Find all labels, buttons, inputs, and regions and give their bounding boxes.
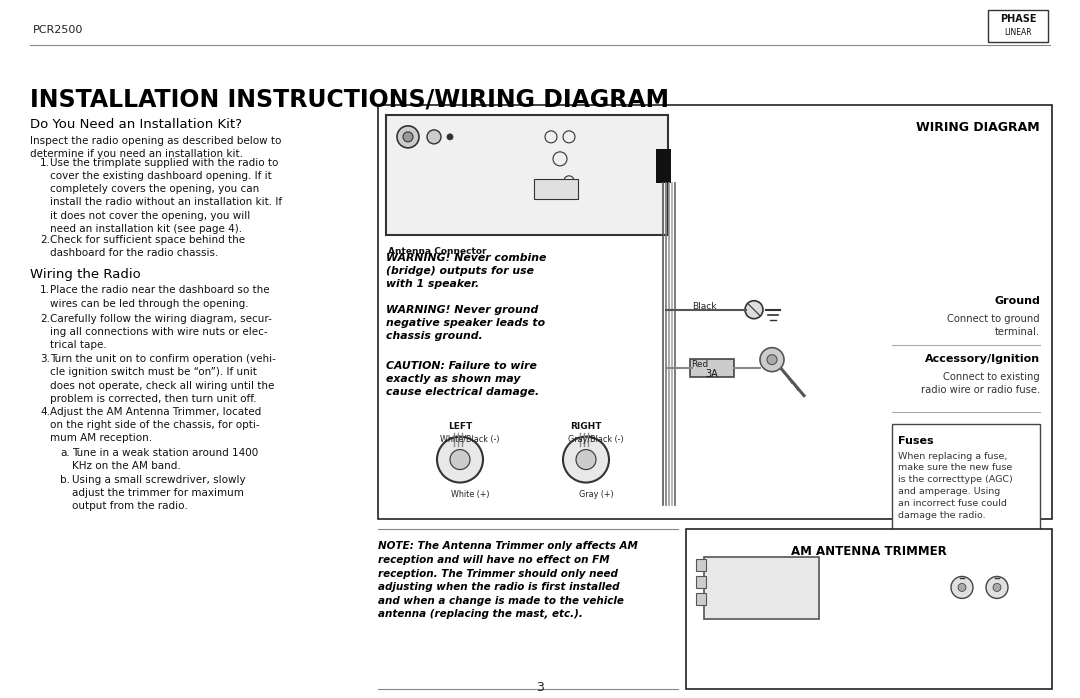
- Circle shape: [563, 436, 609, 482]
- Text: Wiring the Radio: Wiring the Radio: [30, 268, 140, 281]
- Text: AM ANTENNA TRIMMER: AM ANTENNA TRIMMER: [792, 545, 947, 558]
- Text: PCR2500: PCR2500: [33, 25, 83, 35]
- Bar: [656, 149, 671, 183]
- Text: White (+): White (+): [450, 489, 489, 498]
- Circle shape: [993, 584, 1001, 591]
- Text: White/Black (-): White/Black (-): [441, 435, 500, 443]
- Circle shape: [958, 584, 966, 591]
- Text: Turn the unit on to confirm operation (vehi-
cle ignition switch must be “on”). : Turn the unit on to confirm operation (v…: [50, 355, 275, 404]
- Text: CAUTION: Failure to wire
exactly as shown may
cause electrical damage.: CAUTION: Failure to wire exactly as show…: [386, 361, 539, 397]
- Text: Connect to existing
radio wire or radio fuse.: Connect to existing radio wire or radio …: [921, 371, 1040, 395]
- Text: LINEAR: LINEAR: [1004, 28, 1031, 37]
- Bar: [534, 179, 578, 199]
- Text: Accessory/Ignition: Accessory/Ignition: [924, 354, 1040, 364]
- Circle shape: [576, 450, 596, 470]
- Text: b.: b.: [60, 475, 70, 485]
- Bar: [988, 10, 1048, 42]
- Text: Fuses: Fuses: [897, 436, 933, 445]
- Text: Place the radio near the dashboard so the
wires can be led through the opening.: Place the radio near the dashboard so th…: [50, 285, 270, 309]
- Text: 1.: 1.: [40, 158, 50, 168]
- Text: Connect to ground
terminal.: Connect to ground terminal.: [947, 313, 1040, 337]
- Text: When replacing a fuse,
make sure the new fuse
is the correcttype (AGC)
and amper: When replacing a fuse, make sure the new…: [897, 452, 1013, 519]
- Circle shape: [403, 132, 413, 142]
- Circle shape: [767, 355, 777, 364]
- Text: WIRING DIAGRAM: WIRING DIAGRAM: [916, 121, 1040, 134]
- Text: Check for sufficient space behind the
dashboard for the radio chassis.: Check for sufficient space behind the da…: [50, 235, 245, 258]
- Bar: [696, 577, 706, 588]
- Bar: [686, 530, 1052, 690]
- Text: WARNING! Never ground
negative speaker leads to
chassis ground.: WARNING! Never ground negative speaker l…: [386, 305, 545, 341]
- Bar: [704, 558, 819, 619]
- Text: 3.: 3.: [40, 355, 50, 364]
- Text: 2.: 2.: [40, 235, 50, 245]
- Text: Gray/Black (-): Gray/Black (-): [568, 435, 624, 443]
- Text: 1.: 1.: [40, 285, 50, 295]
- Circle shape: [437, 436, 483, 482]
- Text: Red: Red: [691, 359, 708, 369]
- Circle shape: [986, 577, 1008, 598]
- Bar: [386, 115, 669, 235]
- Text: Gray (+): Gray (+): [579, 489, 613, 498]
- Text: Use the trimplate supplied with the radio to
cover the existing dashboard openin: Use the trimplate supplied with the radi…: [50, 158, 282, 234]
- Text: 4.: 4.: [40, 407, 50, 417]
- Text: Carefully follow the wiring diagram, secur-
ing all connections with wire nuts o: Carefully follow the wiring diagram, sec…: [50, 313, 272, 350]
- Circle shape: [745, 301, 762, 319]
- Bar: [892, 424, 1040, 535]
- Text: Antenna Connector: Antenna Connector: [388, 247, 486, 255]
- Text: INSTALLATION INSTRUCTIONS/WIRING DIAGRAM: INSTALLATION INSTRUCTIONS/WIRING DIAGRAM: [30, 88, 669, 112]
- Circle shape: [397, 126, 419, 148]
- Text: 2.: 2.: [40, 313, 50, 324]
- Text: Ground: Ground: [994, 296, 1040, 306]
- Circle shape: [450, 450, 470, 470]
- Circle shape: [760, 348, 784, 371]
- Circle shape: [447, 134, 453, 140]
- Text: Do You Need an Installation Kit?: Do You Need an Installation Kit?: [30, 118, 242, 131]
- Circle shape: [427, 130, 441, 144]
- Text: a.: a.: [60, 447, 70, 458]
- Bar: [690, 359, 734, 377]
- Text: Inspect the radio opening as described below to
determine if you need an install: Inspect the radio opening as described b…: [30, 136, 282, 159]
- Text: 3: 3: [536, 681, 544, 695]
- Bar: [378, 105, 1052, 519]
- Text: Adjust the AM Antenna Trimmer, located
on the right side of the chassis, for opt: Adjust the AM Antenna Trimmer, located o…: [50, 407, 261, 443]
- Text: 3A: 3A: [705, 369, 718, 378]
- Text: LEFT: LEFT: [448, 422, 472, 431]
- Text: WARNING! Never combine
(bridge) outputs for use
with 1 speaker.: WARNING! Never combine (bridge) outputs …: [386, 253, 546, 289]
- Bar: [696, 593, 706, 605]
- Text: Tune in a weak station around 1400
KHz on the AM band.: Tune in a weak station around 1400 KHz o…: [72, 447, 258, 470]
- Text: Black: Black: [692, 302, 716, 311]
- Text: Using a small screwdriver, slowly
adjust the trimmer for maximum
output from the: Using a small screwdriver, slowly adjust…: [72, 475, 245, 512]
- Text: PHASE: PHASE: [1000, 14, 1036, 24]
- Bar: [696, 560, 706, 572]
- Text: RIGHT: RIGHT: [570, 422, 602, 431]
- Circle shape: [951, 577, 973, 598]
- Text: NOTE: The Antenna Trimmer only affects AM
reception and will have no effect on F: NOTE: The Antenna Trimmer only affects A…: [378, 542, 638, 619]
